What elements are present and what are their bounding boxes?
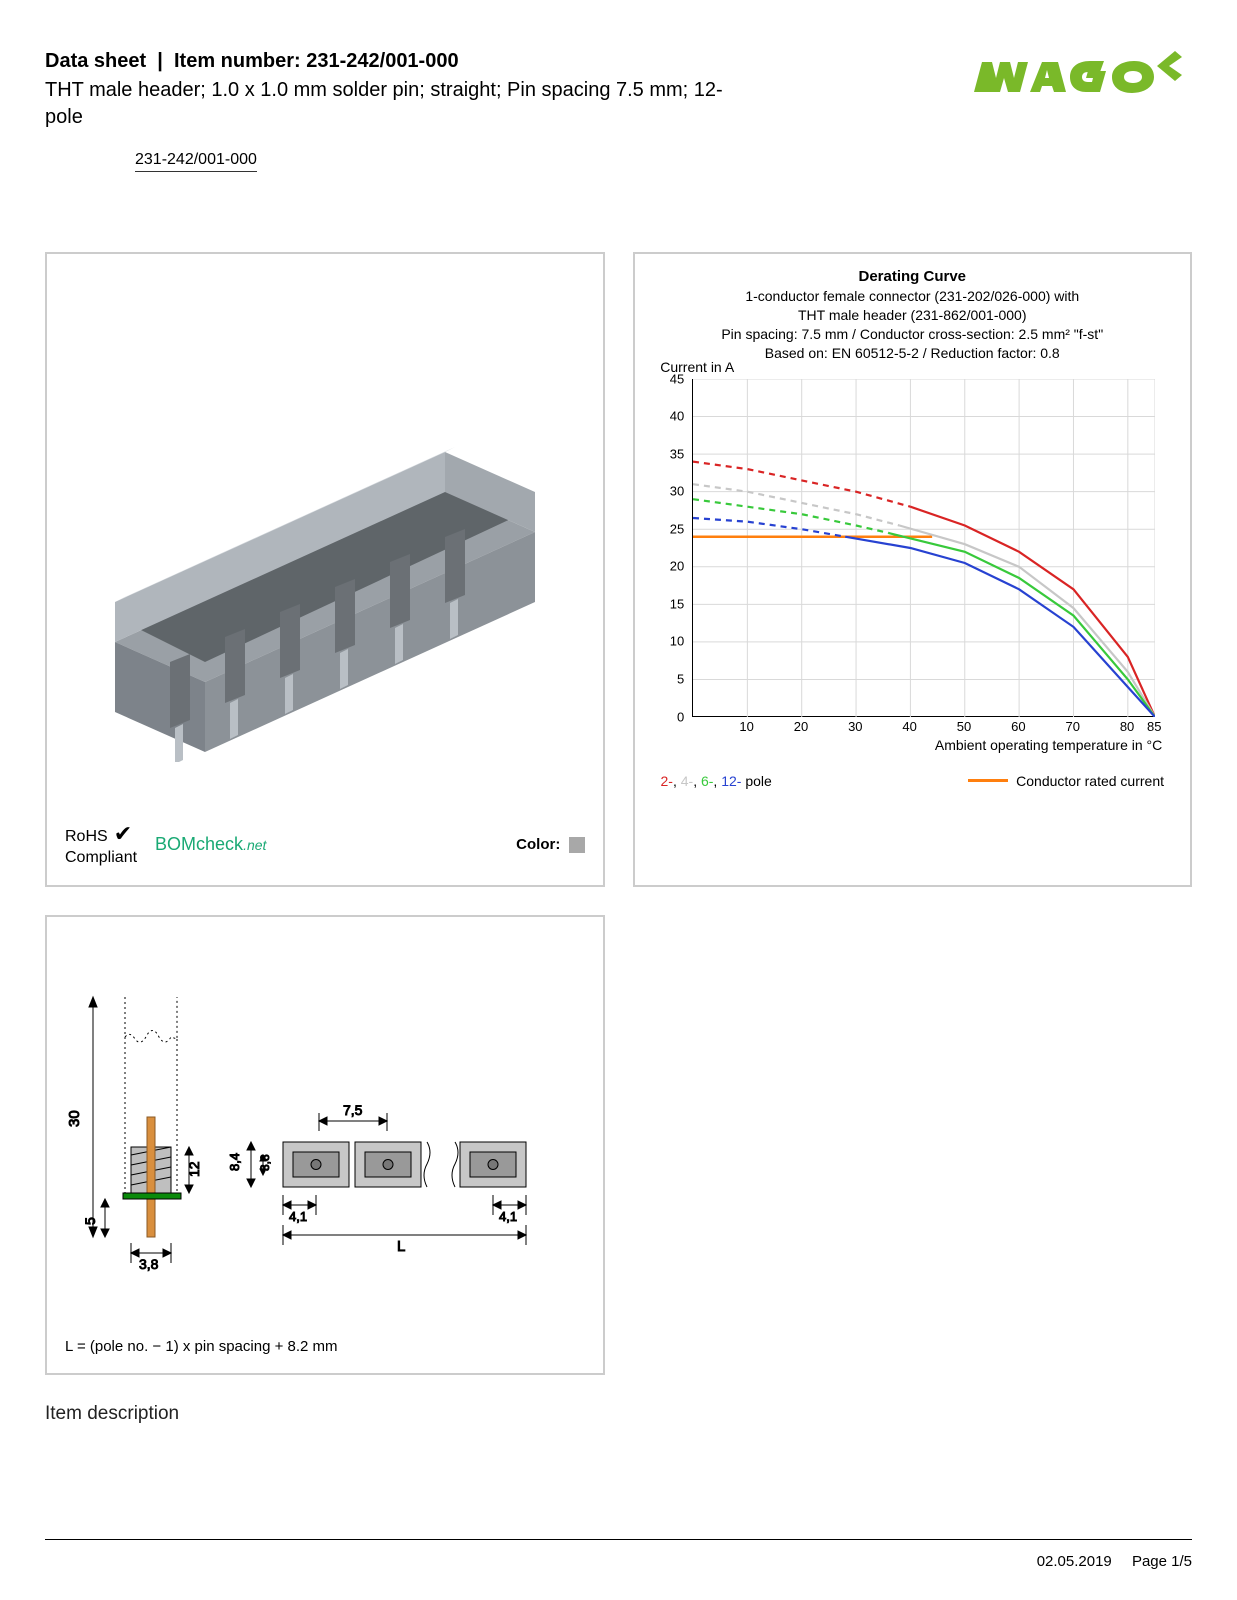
item-description-heading: Item description — [45, 1403, 1192, 1425]
svg-text:4,1: 4,1 — [289, 1209, 307, 1224]
color-label: Color: — [516, 836, 584, 853]
svg-text:8,4: 8,4 — [227, 1152, 242, 1170]
footer-date: 02.05.2019 — [1037, 1553, 1112, 1570]
chart-title: Derating Curve — [651, 268, 1175, 285]
derating-chart-panel: Derating Curve 1-conductor female connec… — [633, 252, 1193, 887]
header-title: Data sheet | Item number: 231-242/001-00… — [45, 50, 952, 73]
color-swatch — [569, 837, 585, 853]
x-axis-label: Ambient operating temperature in °C — [935, 737, 1162, 753]
chart-sub1: 1-conductor female connector (231-202/02… — [651, 287, 1175, 306]
chart-svg — [693, 379, 1155, 717]
svg-text:3,8: 3,8 — [139, 1256, 159, 1272]
item-number-label: Item number: — [174, 50, 301, 72]
datasheet-label: Data sheet — [45, 50, 146, 72]
item-number: 231-242/001-000 — [306, 50, 458, 72]
chart-area: Current in A 051015202530354045 10203040… — [662, 377, 1162, 757]
chart-sub3: Pin spacing: 7.5 mm / Conductor cross-se… — [651, 325, 1175, 344]
dimension-formula: L = (pole no. − 1) x pin spacing + 8.2 m… — [65, 1338, 585, 1355]
product-image — [65, 272, 585, 821]
footer-rule — [45, 1539, 1192, 1540]
svg-text:3,8: 3,8 — [258, 1153, 272, 1170]
svg-text:4,1: 4,1 — [499, 1209, 517, 1224]
rohs-compliant: RoHS✔ Compliant — [65, 821, 137, 867]
subtitle: THT male header; 1.0 x 1.0 mm solder pin… — [45, 77, 745, 131]
footer-page: Page 1/5 — [1132, 1553, 1192, 1570]
wago-logo — [972, 50, 1192, 105]
chart-sub2: THT male header (231-862/001-000) — [651, 306, 1175, 325]
svg-text:5: 5 — [82, 1217, 98, 1225]
svg-text:7,5: 7,5 — [343, 1102, 363, 1118]
item-link[interactable]: 231-242/001-000 — [135, 151, 257, 172]
product-image-panel: RoHS✔ Compliant BOMcheck.net Color: — [45, 252, 605, 887]
rated-legend: Conductor rated current — [968, 773, 1164, 789]
dimension-drawing: 30 — [65, 935, 585, 1338]
check-icon: ✔ — [114, 821, 132, 846]
bomcheck-logo: BOMcheck.net — [155, 834, 266, 855]
dimension-panel: 30 — [45, 915, 605, 1375]
pole-legend: 2-, 4-, 6-, 12- pole — [661, 773, 772, 789]
footer: 02.05.2019 Page 1/5 — [1037, 1553, 1192, 1570]
svg-text:30: 30 — [66, 1110, 83, 1127]
svg-text:L: L — [397, 1238, 405, 1255]
svg-text:12: 12 — [186, 1161, 202, 1177]
